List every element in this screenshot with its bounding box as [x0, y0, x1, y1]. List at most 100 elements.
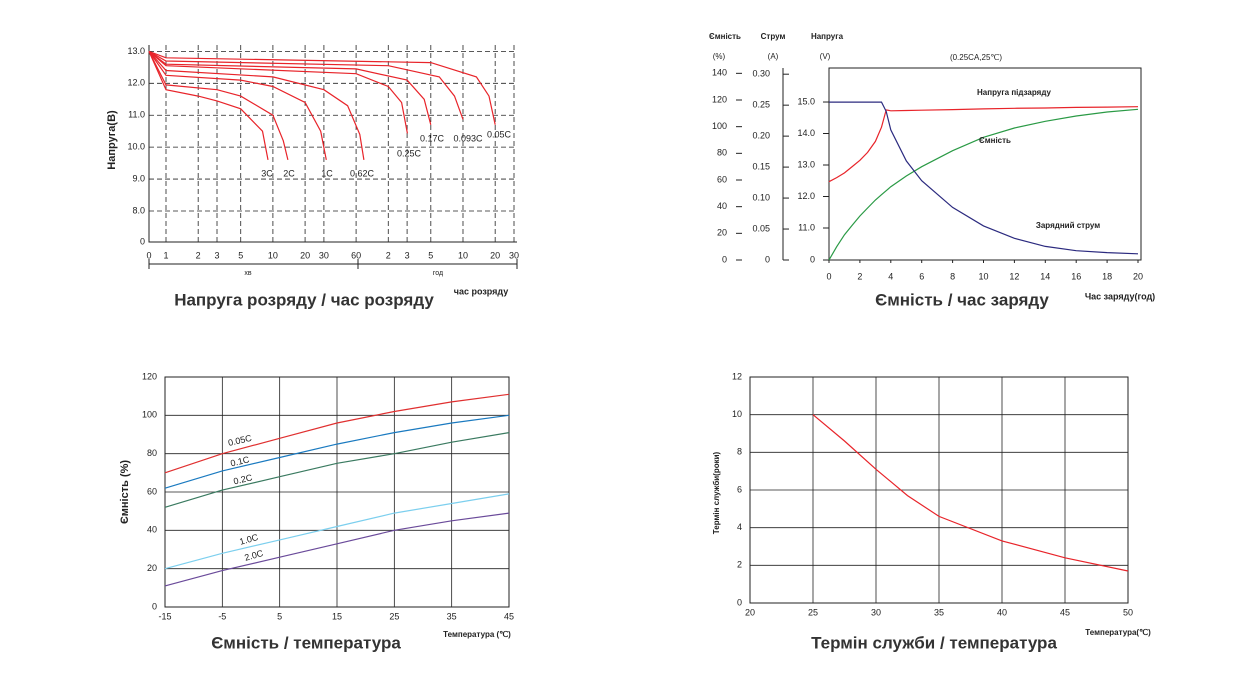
x-tick-label: -5: [218, 611, 226, 621]
x-tick-label: 35: [934, 607, 944, 617]
x-tick-label: 35: [447, 611, 457, 621]
series-line: [148, 50, 432, 125]
y-tick-label: 0.25: [752, 100, 770, 110]
x-unit: хв: [244, 270, 252, 277]
x-tick-label: 1: [163, 250, 168, 260]
x-axis-label: Час заряду(год): [1085, 291, 1155, 301]
y-tick-label: 60: [147, 486, 157, 496]
series-line: [148, 50, 464, 120]
y-tick-label: 20: [717, 228, 727, 238]
axis-title: Напруга: [811, 32, 844, 41]
y-tick-label: 80: [717, 148, 727, 158]
series-line: [164, 414, 510, 489]
y-tick-label: 20: [147, 563, 157, 573]
series-line: [148, 51, 289, 161]
x-tick-label: 15: [332, 611, 342, 621]
x-tick-label: 20: [300, 250, 310, 260]
series-label: Зарядний струм: [1036, 221, 1100, 230]
series-line: [828, 106, 1139, 183]
y-tick-label: 60: [717, 174, 727, 184]
x-tick-label: -15: [158, 611, 171, 621]
y-tick-label: 10: [732, 409, 742, 419]
y-tick-label: 0: [737, 597, 742, 607]
x-tick-label: 18: [1102, 271, 1112, 281]
y-tick-label: 8.0: [132, 205, 145, 215]
x-tick-label: 0: [826, 271, 831, 281]
y-tick-label: 0.10: [752, 192, 770, 202]
chart-title: Термін служби / температура: [811, 633, 1057, 652]
x-tick-label: 45: [504, 611, 514, 621]
series-label: 2C: [283, 168, 295, 178]
x-tick-label: 30: [319, 250, 329, 260]
y-axis-label: Ємність (%): [119, 460, 131, 524]
y-tick-label: 2: [737, 560, 742, 570]
x-tick-label: 14: [1040, 271, 1050, 281]
x-tick-label: 50: [1123, 607, 1133, 617]
plot-frame: [828, 67, 1142, 261]
x-tick-label: 0: [146, 250, 151, 260]
y-tick-label: 0: [810, 254, 815, 264]
series-line: [148, 50, 496, 125]
x-tick-label: 12: [1009, 271, 1019, 281]
y-tick-label: 0.15: [752, 161, 770, 171]
series-line: [812, 414, 1129, 572]
x-tick-label: 3: [214, 250, 219, 260]
series-label: 0.17C: [420, 133, 445, 143]
axis-line: [148, 45, 517, 243]
y-axis-label: Термін служби(роки): [712, 451, 721, 534]
series-label: 0.1C: [229, 454, 250, 468]
y-tick-label: 0: [722, 254, 727, 264]
x-tick-label: 6: [919, 271, 924, 281]
x-axis-label: Температура (℃): [443, 630, 511, 639]
y-tick-label: 40: [147, 525, 157, 535]
subtitle: (0.25CA,25℃): [950, 53, 1002, 62]
series-line: [148, 51, 365, 160]
series-label: Ємність: [979, 136, 1011, 145]
y-tick-label: 140: [712, 68, 727, 78]
axis-unit: (V): [820, 52, 831, 61]
series-label: 2.0C: [243, 548, 265, 563]
y-tick-label: 80: [147, 448, 157, 458]
y-tick-label: 12.0: [127, 78, 145, 88]
y-tick-label: 11.0: [128, 110, 145, 120]
x-tick-label: 20: [745, 607, 755, 617]
y-tick-label: 13.0: [797, 159, 815, 169]
x-tick-label: 30: [871, 607, 881, 617]
series-line: [164, 512, 510, 587]
series-label: 0.2C: [232, 472, 253, 486]
y-tick-label: 8: [737, 447, 742, 457]
chart-title: Ємність / час заряду: [875, 290, 1049, 309]
y-tick-label: 0: [152, 601, 157, 611]
x-tick-label: 16: [1071, 271, 1081, 281]
series-label: 1.0C: [238, 532, 260, 547]
x-tick-label: 25: [389, 611, 399, 621]
chart-title: Напруга розряду / час розряду: [174, 290, 434, 309]
axis-title: Струм: [761, 32, 786, 41]
x-tick-label: 5: [428, 250, 433, 260]
y-tick-label: 0: [765, 254, 770, 264]
x-axis-label: Температура(℃): [1085, 628, 1151, 637]
series-line: [148, 50, 408, 134]
series-label: 0.62C: [350, 168, 375, 178]
y-axis-label: Напруга(В): [106, 110, 118, 170]
y-tick-label: 0.30: [752, 69, 770, 79]
series-label: 0.093C: [453, 133, 483, 143]
y-tick-label: 12.0: [797, 191, 815, 201]
x-tick-label: 10: [268, 250, 278, 260]
axis-title: Ємність: [709, 32, 741, 41]
y-tick-label: 100: [142, 410, 157, 420]
y-tick-label: 0.20: [752, 131, 770, 141]
x-tick-label: 8: [950, 271, 955, 281]
y-tick-label: 0: [140, 236, 145, 246]
x-tick-label: 10: [978, 271, 988, 281]
x-tick-label: 3: [405, 250, 410, 260]
series-line: [148, 51, 269, 161]
series-label: Напруга підзаряду: [977, 88, 1051, 97]
x-tick-label: 60: [351, 250, 361, 260]
y-tick-label: 4: [737, 522, 742, 532]
x-tick-label: 4: [888, 271, 893, 281]
y-tick-label: 11.0: [798, 222, 815, 232]
axis-unit: (A): [768, 52, 779, 61]
x-tick-label: 2: [857, 271, 862, 281]
series-label: 0.25C: [397, 148, 422, 158]
